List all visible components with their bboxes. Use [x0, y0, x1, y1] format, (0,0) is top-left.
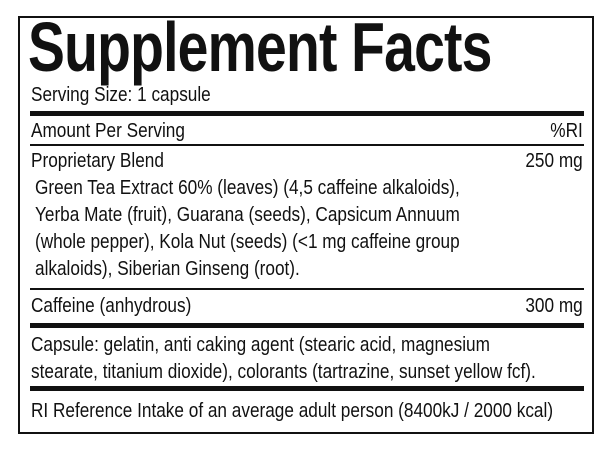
amount-per-serving-label: Amount Per Serving	[31, 120, 185, 142]
panel-title: Supplement Facts	[28, 8, 492, 86]
blend-ingredients-line: (whole pepper), Kola Nut (seeds) (<1 mg …	[35, 231, 460, 253]
caffeine-amount: 300 mg	[525, 295, 583, 317]
divider-thin	[30, 144, 584, 146]
blend-ingredients-line: Green Tea Extract 60% (leaves) (4,5 caff…	[35, 177, 460, 199]
ri-column-label: %RI	[550, 120, 583, 142]
blend-ingredients-line: alkaloids), Siberian Ginseng (root).	[35, 258, 300, 280]
divider-thick	[30, 111, 584, 116]
supplement-facts-panel	[18, 16, 594, 434]
divider-thick	[30, 323, 584, 328]
capsule-ingredients-line: stearate, titanium dioxide), colorants (…	[31, 361, 536, 383]
divider-thick	[30, 386, 584, 391]
serving-size: Serving Size: 1 capsule	[31, 84, 211, 106]
blend-ingredients-line: Yerba Mate (fruit), Guarana (seeds), Cap…	[35, 204, 460, 226]
caffeine-name: Caffeine (anhydrous)	[31, 295, 192, 317]
capsule-ingredients-line: Capsule: gelatin, anti caking agent (ste…	[31, 334, 490, 356]
divider-thin	[30, 288, 584, 290]
blend-name: Proprietary Blend	[31, 150, 164, 172]
footnote: RI Reference Intake of an average adult …	[31, 400, 554, 422]
blend-amount: 250 mg	[525, 150, 583, 172]
